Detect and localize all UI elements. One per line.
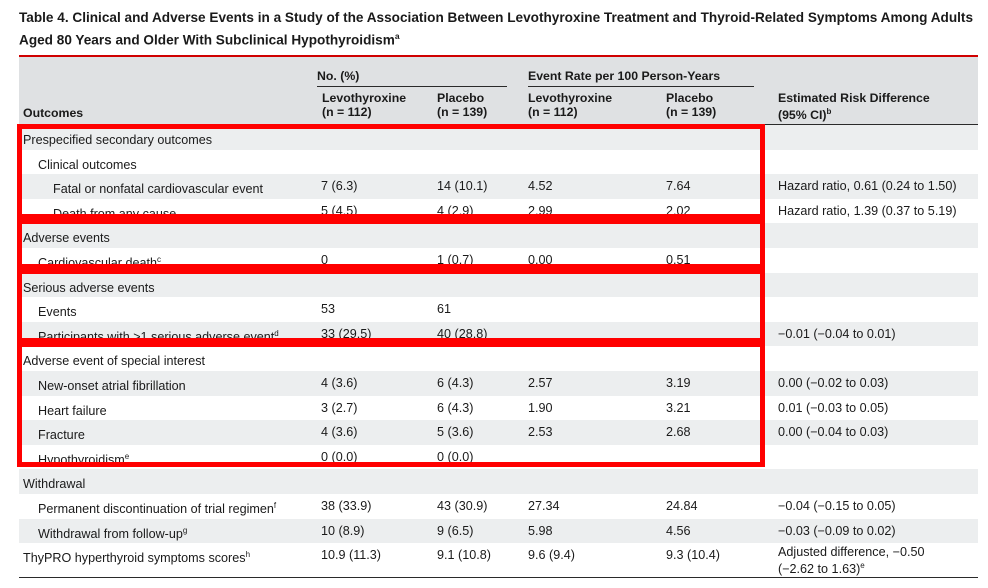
cell-c1: 38 (33.9): [321, 499, 372, 513]
cell-c3: 5.98: [528, 523, 553, 538]
cell-c1: 10 (8.9): [321, 523, 365, 538]
cell-c1: 0: [321, 253, 329, 267]
cell-risk-difference: 0.00 (−0.04 to 0.03): [778, 425, 889, 440]
cell-risk-difference: 0.00 (−0.02 to 0.03): [778, 376, 889, 390]
table-row: ThyPRO hyperthyroid symptoms scoresh 10.9…: [19, 543, 978, 577]
cell-c2: 9 (6.5): [437, 523, 474, 538]
highlight-box-serious-adverse-events: [17, 269, 765, 343]
row-label: Adverse event of special interest: [23, 354, 206, 369]
row-label: Fatal or nonfatal cardiovascular event: [53, 182, 264, 197]
table-row: Heart failure 3 (2.7) 6 (4.3) 1.90 3.21 0.01 …: [19, 396, 978, 421]
row-label: Adverse events: [23, 231, 110, 246]
table-row: Adverse events: [19, 223, 978, 248]
header-levo-rate: Levothyroxine (n = 112): [528, 91, 613, 119]
row-label: Prespecified secondary outcomes: [23, 133, 213, 148]
cell-c3: 2.53: [528, 425, 553, 440]
top-rule: [19, 55, 978, 57]
header-placebo-rate: Placebo (n = 139): [666, 91, 717, 119]
cell-c1: 3 (2.7): [321, 400, 358, 415]
cell-c1: 10.9 (11.3): [321, 548, 381, 563]
table-row: Fatal or nonfatal cardiovascular event 7 …: [19, 174, 978, 199]
cell-risk-difference: −0.01 (−0.04 to 0.01): [778, 326, 896, 341]
row-label: New-onset atrial fibrillation: [38, 379, 186, 394]
header-levo-count: Levothyroxine (n = 112): [322, 91, 407, 119]
header-no-pct-underline: [317, 86, 507, 87]
cell-c3: 2.57: [528, 376, 553, 390]
header-band: [19, 57, 978, 125]
cell-c2: 9.1 (10.8): [437, 548, 491, 563]
bottom-rule: [19, 577, 978, 578]
header-event-rate-underline: [528, 86, 754, 87]
cell-c3: 9.6 (9.4): [528, 548, 575, 563]
header-no-pct: No. (%): [317, 69, 360, 83]
table-row: Serious adverse events: [19, 272, 978, 298]
cell-c3: 4.52: [528, 179, 553, 194]
cell-c4: 0.51: [666, 253, 691, 267]
cell-c2: 40 (28.8): [437, 326, 488, 341]
header-event-rate: Event Rate per 100 Person-Years: [528, 69, 721, 83]
table-row: Fracture 4 (3.6) 5 (3.6) 2.53 2.68 0.00 (−0.0…: [19, 420, 978, 445]
cell-c4: 7.64: [666, 179, 691, 194]
cell-c1: 7 (6.3): [321, 179, 358, 194]
table-row: Withdrawal: [19, 469, 978, 494]
highlight-box-special-interest: [17, 342, 765, 467]
cell-c1: 33 (29.5): [321, 326, 372, 341]
cell-c3: 0.00: [528, 253, 553, 267]
row-label: Permanent discontinuation of trial regim…: [38, 501, 277, 517]
table-row: Permanent discontinuation of trial regim…: [19, 494, 978, 519]
cell-c2: 1 (0.7): [437, 253, 474, 267]
cell-c2: 61: [437, 302, 452, 317]
row-label: Events: [38, 305, 77, 320]
row-label: Clinical outcomes: [38, 157, 137, 172]
highlight-box-adverse-events: [17, 219, 765, 269]
table-row: Clinical outcomes: [19, 150, 978, 175]
cell-c2: 5 (3.6): [437, 425, 474, 440]
row-label: Serious adverse events: [23, 280, 155, 295]
cell-c4: 9.3 (10.4): [666, 548, 720, 563]
cell-risk-difference: Adjusted difference, −0.50 (−2.62 to 1.63…: [778, 545, 925, 577]
cell-risk-difference: 0.01 (−0.03 to 0.05): [778, 400, 889, 415]
header-risk-difference: Estimated Risk Difference (95% CI)b: [778, 91, 930, 123]
cell-c4: 4.56: [666, 523, 691, 538]
cell-c1: 53: [321, 302, 336, 317]
table-row: New-onset atrial fibrillation 4 (3.6) 6 (4…: [19, 371, 978, 396]
cell-c3: 1.90: [528, 400, 553, 415]
cell-risk-difference: Hazard ratio, 1.39 (0.37 to 5.19): [778, 203, 957, 218]
row-label: Withdrawal from follow-upg: [38, 525, 188, 541]
cell-c1: 4 (3.6): [321, 425, 358, 440]
cell-c3: 27.34: [528, 499, 560, 513]
cell-c4: 3.19: [666, 376, 691, 390]
cell-risk-difference: −0.04 (−0.15 to 0.05): [778, 499, 896, 513]
row-label: Fracture: [38, 428, 85, 443]
cell-c2: 14 (10.1): [437, 179, 488, 194]
cell-c4: 24.84: [666, 499, 698, 513]
cell-c2: 6 (4.3): [437, 376, 474, 390]
cell-c2: 43 (30.9): [437, 499, 488, 513]
cell-c2: 6 (4.3): [437, 400, 474, 415]
table-row: Events 53 61: [19, 297, 978, 322]
cell-c2: 0 (0.0): [437, 449, 474, 464]
row-label: Heart failure: [38, 403, 107, 418]
table-row: Adverse event of special interest: [19, 346, 978, 371]
table-row: Prespecified secondary outcomes: [19, 125, 978, 150]
cell-c1: 4 (3.6): [321, 376, 358, 390]
row-label: ThyPRO hyperthyroid symptoms scoresh: [23, 550, 251, 566]
row-label: Withdrawal: [23, 477, 86, 492]
cell-risk-difference: −0.03 (−0.09 to 0.02): [778, 523, 896, 538]
cell-risk-difference: Hazard ratio, 0.61 (0.24 to 1.50): [778, 179, 957, 194]
cell-c1: 0 (0.0): [321, 449, 358, 464]
cell-c4: 3.21: [666, 400, 691, 415]
header-outcomes: Outcomes: [23, 106, 84, 120]
cell-c4: 2.68: [666, 425, 691, 440]
highlight-box-secondary-outcomes: [17, 124, 765, 219]
header-placebo-count: Placebo (n = 139): [437, 91, 488, 119]
table-row: Withdrawal from follow-upg 10 (8.9) 9 (6.5…: [19, 518, 978, 544]
table-title: Table 4. Clinical and Adverse Events in …: [19, 10, 974, 48]
